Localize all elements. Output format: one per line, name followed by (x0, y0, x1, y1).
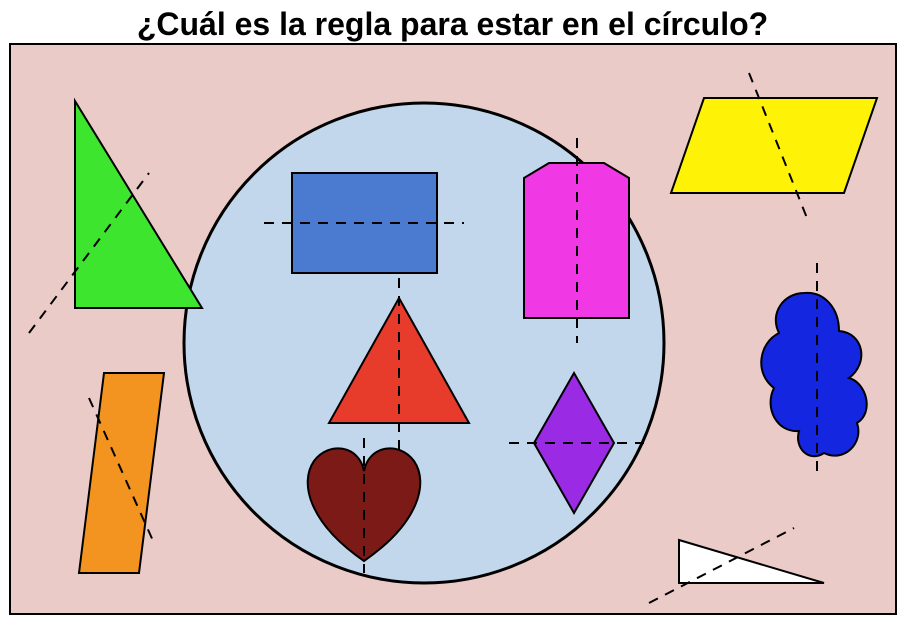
yellow-parallelogram (671, 98, 877, 193)
magenta-shape (524, 163, 629, 318)
diagram-canvas (9, 43, 897, 615)
page-title: ¿Cuál es la regla para estar en el círcu… (0, 0, 905, 43)
